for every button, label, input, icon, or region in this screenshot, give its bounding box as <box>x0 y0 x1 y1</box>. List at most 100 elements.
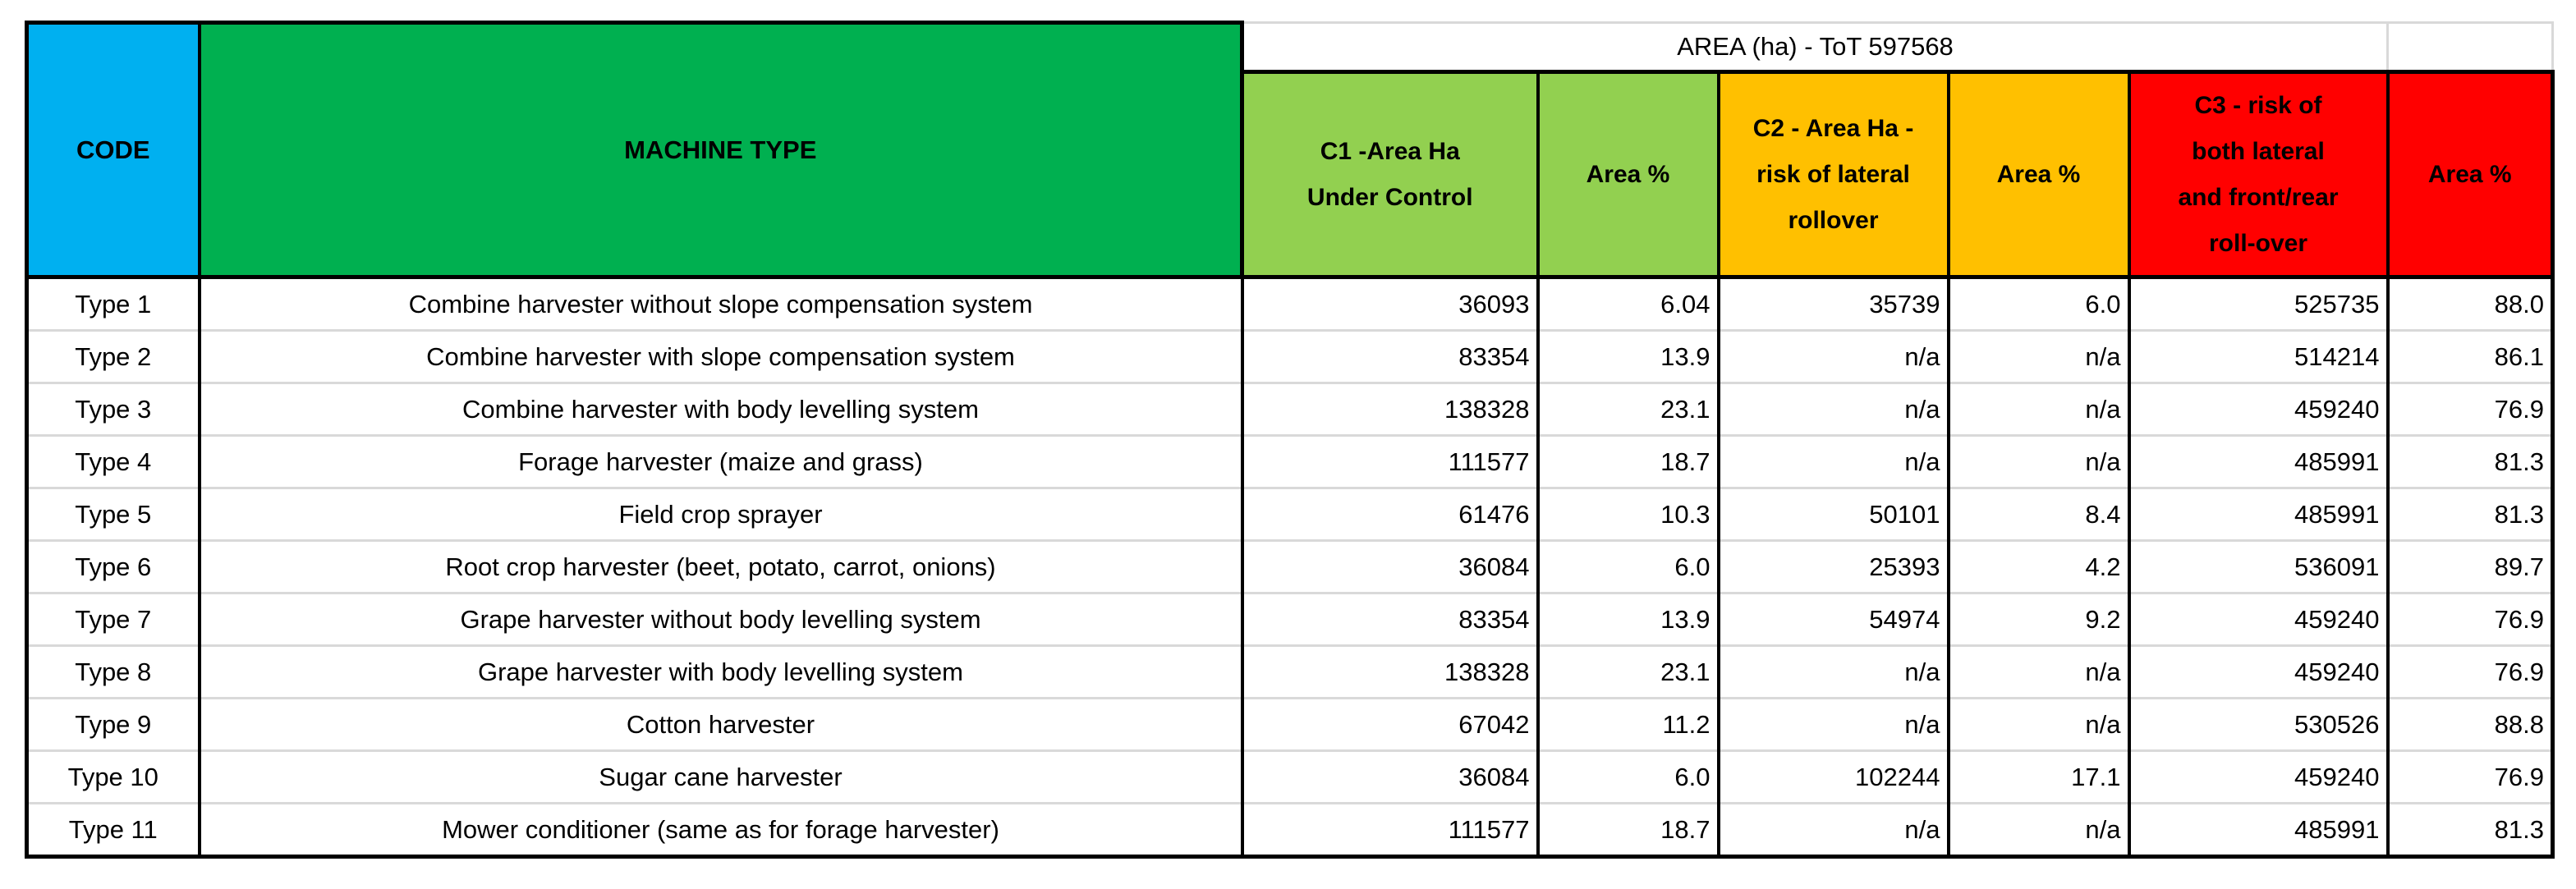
c3-pct-cell: 76.9 <box>2385 644 2555 699</box>
c3-area-header: C3 - risk of both lateral and front/rear… <box>2127 70 2390 279</box>
c1-area-cell: 138328 <box>1240 644 1540 699</box>
c2-area-cell: n/a <box>1716 697 1950 752</box>
header-row-top: CODE MACHINE TYPE AREA (ha) - ToT 597568 <box>25 21 2554 279</box>
machine-cell: Forage harvester (maize and grass) <box>197 434 1244 489</box>
c2-area-cell: 102244 <box>1716 749 1950 804</box>
c3-area-cell: 459240 <box>2127 644 2390 699</box>
machine-area-table: CODE MACHINE TYPE AREA (ha) - ToT 597568… <box>25 21 2555 859</box>
machine-cell: Mower conditioner (same as for forage ha… <box>197 802 1244 859</box>
c3-area-cell: 459240 <box>2127 592 2390 647</box>
table-row: Type 6 Root crop harvester (beet, potato… <box>25 539 2555 594</box>
table-row: Type 9 Cotton harvester 67042 11.2 n/a n… <box>25 697 2555 752</box>
c2-pct-cell: n/a <box>1946 802 2131 859</box>
c1-area-cell: 138328 <box>1240 382 1540 437</box>
c1-area-cell: 36093 <box>1240 276 1540 332</box>
header-row-columns: C1 -Area Ha Under Control Area % C2 - Ar… <box>27 70 2555 279</box>
c1-pct-cell: 18.7 <box>1536 802 1720 859</box>
c3-area-cell: 536091 <box>2127 539 2390 594</box>
c1-pct-cell: 6.04 <box>1536 276 1720 332</box>
machine-cell: Sugar cane harvester <box>197 749 1244 804</box>
c1-area-cell: 83354 <box>1240 329 1540 384</box>
c1-area-cell: 111577 <box>1240 802 1540 859</box>
code-column-header: CODE <box>25 21 201 279</box>
c3-area-cell: 485991 <box>2127 802 2390 859</box>
c3-pct-cell: 86.1 <box>2385 329 2555 384</box>
machine-cell: Grape harvester with body levelling syst… <box>197 644 1244 699</box>
c1-pct-cell: 10.3 <box>1536 487 1720 542</box>
machine-cell: Root crop harvester (beet, potato, carro… <box>197 539 1244 594</box>
machine-cell: Combine harvester without slope compensa… <box>197 276 1244 332</box>
c1-pct-cell: 13.9 <box>1536 329 1720 384</box>
c2-area-cell: n/a <box>1716 329 1950 384</box>
c1-area-cell: 61476 <box>1240 487 1540 542</box>
machine-cell: Cotton harvester <box>197 697 1244 752</box>
c2-pct-cell: n/a <box>1946 434 2131 489</box>
c1-pct-cell: 23.1 <box>1536 644 1720 699</box>
c3-pct-cell: 81.3 <box>2385 434 2555 489</box>
c2-pct-cell: 17.1 <box>1946 749 2131 804</box>
code-cell: Type 11 <box>25 802 201 859</box>
c3-area-cell: 525735 <box>2127 276 2390 332</box>
c3-pct-cell: 76.9 <box>2385 592 2555 647</box>
c2-pct-cell: n/a <box>1946 329 2131 384</box>
c3-pct-cell: 76.9 <box>2385 382 2555 437</box>
c2-area-cell: n/a <box>1716 434 1950 489</box>
table-row: Type 8 Grape harvester with body levelli… <box>25 644 2555 699</box>
c3-area-cell: 530526 <box>2127 697 2390 752</box>
c1-pct-cell: 13.9 <box>1536 592 1720 647</box>
c3-area-cell: 459240 <box>2127 382 2390 437</box>
table-row: Type 5 Field crop sprayer 61476 10.3 501… <box>25 487 2555 542</box>
machine-cell: Combine harvester with slope compensatio… <box>197 329 1244 384</box>
code-cell: Type 1 <box>25 276 201 332</box>
c2-pct-cell: 9.2 <box>1946 592 2131 647</box>
c3-pct-cell: 81.3 <box>2385 802 2555 859</box>
c1-area-cell: 83354 <box>1240 592 1540 647</box>
table-row: Type 7 Grape harvester without body leve… <box>25 592 2555 647</box>
code-cell: Type 6 <box>25 539 201 594</box>
c2-pct-cell: n/a <box>1946 382 2131 437</box>
blank-corner-cell <box>2387 21 2554 74</box>
c1-pct-cell: 6.0 <box>1536 749 1720 804</box>
c3-area-pct-header: Area % <box>2385 70 2555 279</box>
c1-pct-cell: 11.2 <box>1536 697 1720 752</box>
code-cell: Type 7 <box>25 592 201 647</box>
machine-cell: Field crop sprayer <box>197 487 1244 542</box>
code-cell: Type 10 <box>25 749 201 804</box>
c3-pct-cell: 89.7 <box>2385 539 2555 594</box>
table-row: Type 2 Combine harvester with slope comp… <box>25 329 2555 384</box>
c1-area-pct-header: Area % <box>1536 70 1720 279</box>
c2-area-pct-header: Area % <box>1946 70 2131 279</box>
c3-pct-cell: 88.0 <box>2385 276 2555 332</box>
c2-pct-cell: n/a <box>1946 697 2131 752</box>
c2-area-cell: 54974 <box>1716 592 1950 647</box>
c2-area-cell: 25393 <box>1716 539 1950 594</box>
c3-area-cell: 485991 <box>2127 434 2390 489</box>
table-row: Type 4 Forage harvester (maize and grass… <box>25 434 2555 489</box>
c2-area-cell: n/a <box>1716 644 1950 699</box>
c1-area-cell: 36084 <box>1240 749 1540 804</box>
table-row: Type 3 Combine harvester with body level… <box>25 382 2555 437</box>
code-cell: Type 2 <box>25 329 201 384</box>
c3-pct-cell: 76.9 <box>2385 749 2555 804</box>
c1-pct-cell: 6.0 <box>1536 539 1720 594</box>
code-cell: Type 4 <box>25 434 201 489</box>
c2-area-cell: n/a <box>1716 382 1950 437</box>
c3-area-cell: 459240 <box>2127 749 2390 804</box>
spreadsheet-region: CODE MACHINE TYPE AREA (ha) - ToT 597568… <box>25 21 2555 859</box>
c2-area-cell: n/a <box>1716 802 1950 859</box>
table-row: Type 11 Mower conditioner (same as for f… <box>25 802 2555 859</box>
c2-area-cell: 50101 <box>1716 487 1950 542</box>
table-row: Type 10 Sugar cane harvester 36084 6.0 1… <box>25 749 2555 804</box>
c1-area-header: C1 -Area Ha Under Control <box>1240 70 1540 279</box>
c2-pct-cell: 8.4 <box>1946 487 2131 542</box>
machine-cell: Combine harvester with body levelling sy… <box>197 382 1244 437</box>
c2-pct-cell: 6.0 <box>1946 276 2131 332</box>
c3-area-cell: 485991 <box>2127 487 2390 542</box>
c2-area-header: C2 - Area Ha - risk of lateral rollover <box>1716 70 1950 279</box>
c1-pct-cell: 18.7 <box>1536 434 1720 489</box>
machine-type-column-header: MACHINE TYPE <box>197 21 1244 279</box>
code-cell: Type 5 <box>25 487 201 542</box>
c3-area-cell: 514214 <box>2127 329 2390 384</box>
code-cell: Type 8 <box>25 644 201 699</box>
area-total-title: AREA (ha) - ToT 597568 <box>1242 21 2389 74</box>
